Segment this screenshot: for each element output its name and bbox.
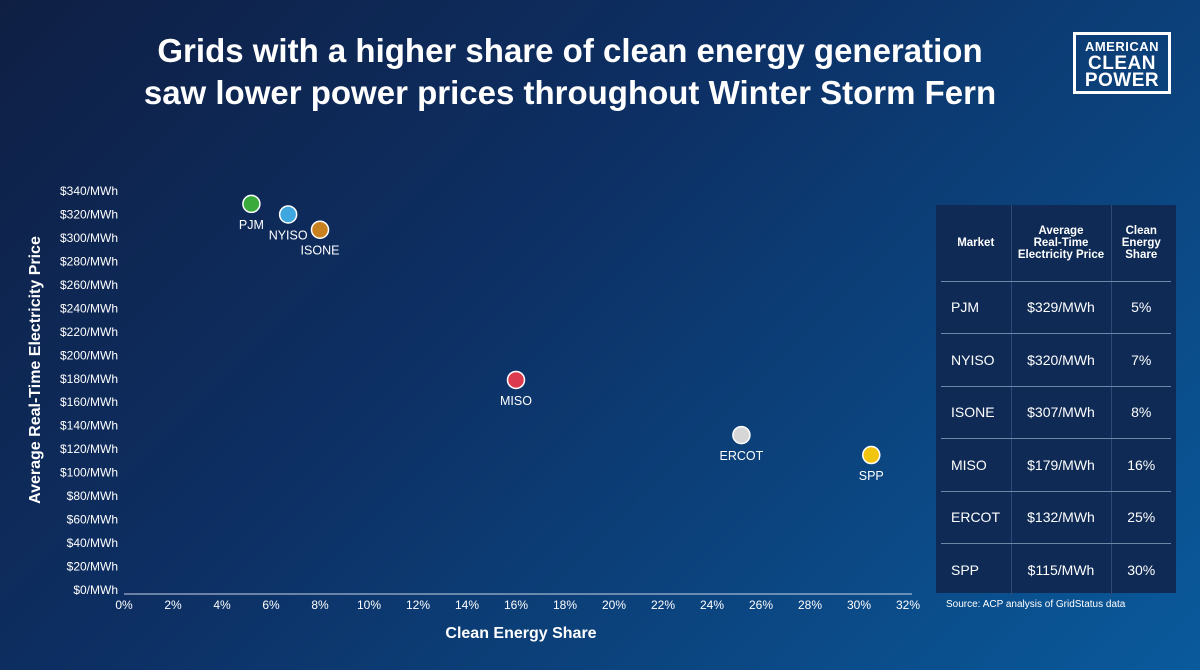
- table-header-row: Market Average Real-Time Electricity Pri…: [941, 205, 1171, 282]
- data-points: PJM NYISO ISONE MISO ERCOT SPP: [239, 194, 884, 483]
- title-line-2: saw lower power prices throughout Winter…: [143, 74, 997, 111]
- y-tick-label: $200/MWh: [60, 348, 118, 362]
- x-axis-title: Clean Energy Share: [445, 625, 596, 642]
- point-label-miso: MISO: [500, 394, 532, 408]
- y-tick-label: $320/MWh: [60, 207, 118, 221]
- x-tick-label: 22%: [651, 598, 675, 612]
- logo-line-2: CLEAN: [1088, 52, 1156, 74]
- cell-share: 7%: [1110, 333, 1171, 387]
- header-price: Average Real-Time Electricity Price: [1010, 205, 1111, 282]
- cell-price: $329/MWh: [1010, 281, 1111, 334]
- cell-market: SPP: [951, 562, 980, 578]
- header-share: Clean Energy Share: [1110, 205, 1171, 282]
- scatter-plot: $0/MWh $20/MWh $40/MWh $60/MWh $80/MWh $100/M…: [27, 184, 920, 642]
- table-row: ERCOT $132/MWh 25%: [941, 491, 1171, 544]
- header-market: Market: [941, 205, 1011, 282]
- header-share-line: Energy: [1121, 236, 1161, 249]
- x-tick-label: 24%: [700, 598, 724, 612]
- cell-share: 5%: [1110, 281, 1171, 334]
- y-tick-label: $220/MWh: [60, 325, 118, 339]
- y-tick-label: $140/MWh: [60, 419, 118, 433]
- y-tick-label: $280/MWh: [60, 254, 118, 268]
- y-tick-label: $180/MWh: [60, 372, 118, 386]
- chart-title: Grids with a higher share of clean energ…: [120, 30, 1020, 114]
- y-tick-label: $240/MWh: [60, 301, 118, 315]
- x-axis-ticks: 0% 2% 4% 6% 8% 10% 12% 14% 16% 18% 20% 22% 24% 26% 28%…: [115, 598, 920, 612]
- logo-line-1: AMERICAN: [1084, 38, 1160, 54]
- y-tick-label: $20/MWh: [67, 560, 118, 574]
- y-tick-label: $160/MWh: [60, 395, 118, 409]
- x-tick-label: 10%: [357, 598, 381, 612]
- header-price-line: Electricity Price: [1017, 248, 1105, 261]
- x-tick-label: 32%: [896, 598, 920, 612]
- cell-market: MISO: [941, 438, 1011, 492]
- cell-market: PJM: [941, 281, 1011, 334]
- y-tick-label: $340/MWh: [60, 184, 118, 198]
- cell-share: 8%: [1110, 386, 1171, 439]
- data-point-miso: [506, 370, 526, 390]
- y-tick-label: $40/MWh: [67, 536, 118, 550]
- data-point-nyiso: [278, 205, 298, 224]
- point-label-nyiso: NYISO: [269, 228, 308, 242]
- header-share-line: Share: [1125, 248, 1158, 261]
- cell-market: NYISO: [941, 333, 1011, 387]
- x-tick-label: 0%: [115, 598, 133, 612]
- data-point-isone: [310, 220, 330, 239]
- table-row: NYISO $320/MWh 7%: [941, 333, 1171, 387]
- point-label-isone: ISONE: [301, 244, 340, 258]
- x-tick-label: 14%: [455, 598, 479, 612]
- y-axis-ticks: $0/MWh $20/MWh $40/MWh $60/MWh $80/MWh $100/M…: [60, 184, 118, 597]
- y-tick-label: $120/MWh: [60, 442, 118, 456]
- cell-price: $307/MWh: [1010, 386, 1111, 439]
- title-line-1: Grids with a higher share of clean energ…: [157, 32, 983, 69]
- x-tick-label: 28%: [798, 598, 822, 612]
- x-tick-label: 4%: [213, 598, 231, 612]
- cell-share: 30%: [1110, 543, 1171, 596]
- y-tick-label: $260/MWh: [60, 278, 118, 292]
- header-price-line: Real-Time: [1033, 236, 1089, 249]
- x-tick-label: 16%: [504, 598, 528, 612]
- cell-price: $179/MWh: [1010, 438, 1111, 492]
- data-point-pjm: [242, 194, 261, 214]
- x-tick-label: 2%: [164, 598, 182, 612]
- data-table: Market Average Real-Time Electricity Pri…: [941, 205, 1171, 596]
- x-tick-label: 18%: [553, 598, 577, 612]
- table-row: PJM $329/MWh 5%: [941, 281, 1171, 334]
- x-tick-label: 20%: [602, 598, 626, 612]
- x-tick-label: 26%: [749, 598, 773, 612]
- x-tick-label: 30%: [847, 598, 871, 612]
- x-tick-label: 6%: [262, 598, 280, 612]
- cell-market: ISONE: [941, 386, 1011, 439]
- header-price-line: Average: [1038, 224, 1084, 237]
- cell-price: $132/MWh: [1010, 491, 1111, 544]
- point-label-pjm: PJM: [239, 218, 264, 232]
- cell-price: $115/MWh: [1010, 543, 1111, 596]
- american-clean-power-logo: AMERICAN CLEAN POWER: [1073, 32, 1171, 94]
- point-label-spp: SPP: [859, 469, 884, 483]
- x-tick-label: 8%: [311, 598, 329, 612]
- header-share-line: Clean: [1125, 224, 1157, 237]
- logo-line-3: POWER: [1084, 69, 1160, 91]
- data-point-ercot: [732, 425, 751, 445]
- data-point-spp: [862, 445, 881, 465]
- cell-price: $320/MWh: [1010, 333, 1111, 387]
- x-tick-label: 12%: [406, 598, 430, 612]
- y-tick-label: $60/MWh: [67, 513, 118, 527]
- y-tick-label: $0/MWh: [73, 583, 118, 597]
- data-table-panel: Market Average Real-Time Electricity Pri…: [936, 205, 1176, 596]
- point-label-ercot: ERCOT: [720, 449, 764, 463]
- table-row: ISONE $307/MWh 8%: [941, 386, 1171, 439]
- table-row: MISO $179/MWh 16%: [941, 438, 1171, 492]
- y-tick-label: $100/MWh: [60, 466, 118, 480]
- table-row: SPP $115/MWh 30%: [941, 543, 1171, 596]
- source-note: Source: ACP analysis of GridStatus data: [946, 599, 1126, 610]
- cell-share: 16%: [1110, 438, 1171, 492]
- y-tick-label: $300/MWh: [60, 231, 118, 245]
- y-axis-title: Average Real-Time Electricity Price: [27, 236, 44, 504]
- cell-share: 25%: [1110, 491, 1171, 544]
- cell-market: ERCOT: [941, 491, 1011, 544]
- y-tick-label: $80/MWh: [67, 489, 118, 503]
